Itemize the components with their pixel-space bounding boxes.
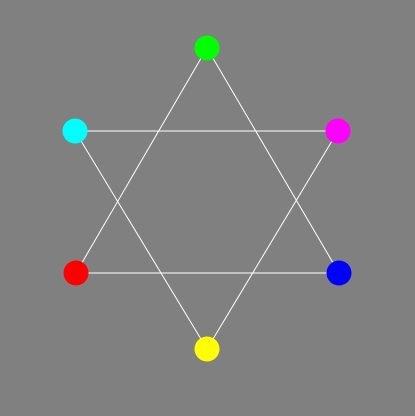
- node-green: [194, 35, 220, 61]
- node-red: [63, 260, 89, 286]
- color-nodes: [62, 35, 352, 362]
- triangle-edges: [74, 47, 340, 350]
- edge-magenta-yellow: [206, 130, 339, 350]
- node-blue: [326, 260, 352, 286]
- node-cyan: [62, 118, 88, 144]
- node-yellow: [194, 336, 220, 362]
- node-magenta: [325, 118, 351, 144]
- edge-red-green: [75, 47, 208, 274]
- edge-yellow-cyan: [74, 130, 208, 350]
- edge-green-blue: [206, 47, 340, 274]
